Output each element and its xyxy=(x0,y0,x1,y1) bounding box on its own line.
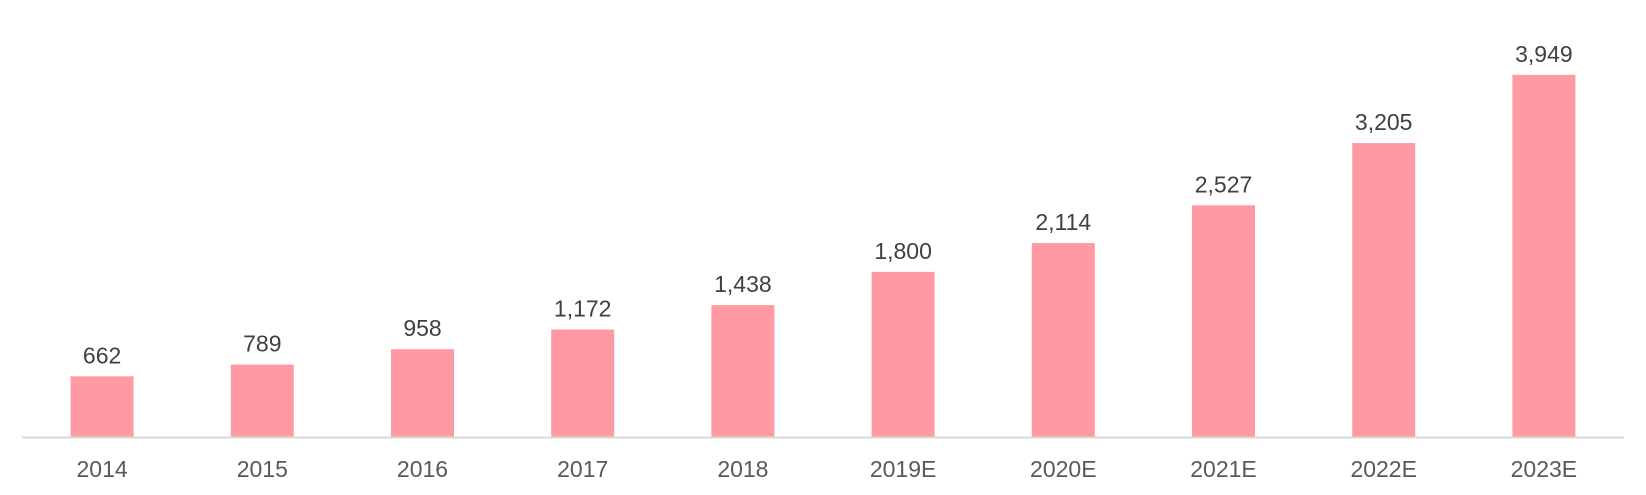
x-tick-labels-group: 2014 2015 2016 2017 2018 2019E 2020E 2021E 2022E… xyxy=(77,456,1578,482)
value-label-2017: 1,172 xyxy=(554,296,612,322)
x-tick-label-2023E: 2023E xyxy=(1511,456,1578,482)
value-label-2022E: 3,205 xyxy=(1355,109,1413,135)
bar-2017 xyxy=(551,329,615,437)
x-tick-label-2019E: 2019E xyxy=(870,456,937,482)
value-label-2020E: 2,114 xyxy=(1035,209,1091,235)
value-labels-group: 662 789 958 1,172 1,438 1,800 2,114 2,527 3,205 3… xyxy=(83,41,1573,368)
bar-2015 xyxy=(230,364,294,437)
x-tick-label-2021E: 2021E xyxy=(1190,456,1257,482)
value-label-2014: 662 xyxy=(83,342,121,368)
value-label-2021E: 2,527 xyxy=(1195,171,1253,197)
value-label-2019E: 1,800 xyxy=(874,238,932,264)
x-tick-label-2020E: 2020E xyxy=(1030,456,1097,482)
bar-2023E xyxy=(1512,74,1576,438)
value-label-2018: 1,438 xyxy=(714,271,772,297)
bar-2018 xyxy=(711,305,775,437)
x-tick-label-2022E: 2022E xyxy=(1350,456,1417,482)
bar-2021E xyxy=(1192,205,1255,437)
bar-2014 xyxy=(70,376,134,437)
bar-2020E xyxy=(1031,243,1095,437)
x-tick-label-2017: 2017 xyxy=(557,456,608,482)
x-tick-label-2016: 2016 xyxy=(397,456,448,482)
bar-2022E xyxy=(1352,143,1416,437)
x-tick-label-2018: 2018 xyxy=(717,456,768,482)
value-label-2023E: 3,949 xyxy=(1515,41,1573,67)
value-label-2016: 958 xyxy=(403,315,441,341)
x-tick-label-2015: 2015 xyxy=(237,456,288,482)
bar-2016 xyxy=(391,349,454,437)
value-label-2015: 789 xyxy=(243,331,281,357)
bar-2019E xyxy=(871,271,935,437)
x-tick-label-2014: 2014 xyxy=(77,456,128,482)
bars-group xyxy=(70,74,1576,438)
